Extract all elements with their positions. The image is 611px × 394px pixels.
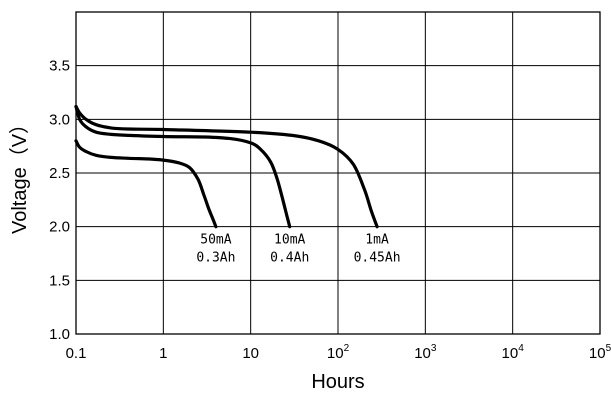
y-tick-label: 2.0 <box>49 219 70 236</box>
x-tick-base: 10 <box>327 345 344 362</box>
x-tick-exponent: 3 <box>431 343 437 354</box>
curve-annotation: 1mA <box>365 233 389 248</box>
x-axis-label: Hours <box>311 371 364 393</box>
x-tick-base: 10 <box>589 345 606 362</box>
annotations: 50mA 0.3Ah 10mA 0.4Ah 1mA 0.45Ah <box>196 233 400 266</box>
x-tick-base: 10 <box>414 345 431 362</box>
x-tick-exponent: 2 <box>344 343 350 354</box>
x-tick-label: 102 <box>327 343 350 362</box>
y-tick-label: 3.5 <box>49 58 70 75</box>
discharge-curve <box>74 104 292 229</box>
grid <box>76 12 600 334</box>
x-tick-base: 0.1 <box>66 345 87 362</box>
curve-annotation: 0.4Ah <box>270 251 309 266</box>
x-tick-label: 1 <box>159 345 167 362</box>
curve-annotation: 10mA <box>274 233 305 248</box>
x-ticks: 0.1 1 10 102 103 104 105 <box>66 343 611 362</box>
y-ticks: 1.0 1.5 2.0 2.5 3.0 3.5 <box>49 58 70 343</box>
y-axis-label: Voltage（V） <box>8 114 31 234</box>
curves <box>74 104 379 229</box>
x-tick-exponent: 4 <box>518 343 524 354</box>
y-tick-label: 2.5 <box>49 165 70 182</box>
y-tick-label: 1.0 <box>49 326 70 343</box>
curve-annotation: 50mA <box>200 233 231 248</box>
y-tick-label: 3.0 <box>49 111 70 128</box>
x-tick-base: 10 <box>242 345 259 362</box>
x-tick-label: 105 <box>589 343 611 362</box>
x-tick-exponent: 5 <box>606 343 611 354</box>
x-tick-label: 0.1 <box>66 345 87 362</box>
discharge-curve <box>74 139 218 229</box>
x-tick-label: 104 <box>502 343 525 362</box>
plot-frame <box>75 11 601 335</box>
x-tick-label: 10 <box>242 345 259 362</box>
y-tick-label: 1.5 <box>49 272 70 289</box>
curve-annotation: 0.3Ah <box>196 251 235 266</box>
x-tick-label: 103 <box>414 343 437 362</box>
curve-annotation: 0.45Ah <box>354 251 401 266</box>
x-tick-base: 1 <box>159 345 167 362</box>
x-tick-base: 10 <box>502 345 519 362</box>
discharge-curve <box>74 104 379 229</box>
